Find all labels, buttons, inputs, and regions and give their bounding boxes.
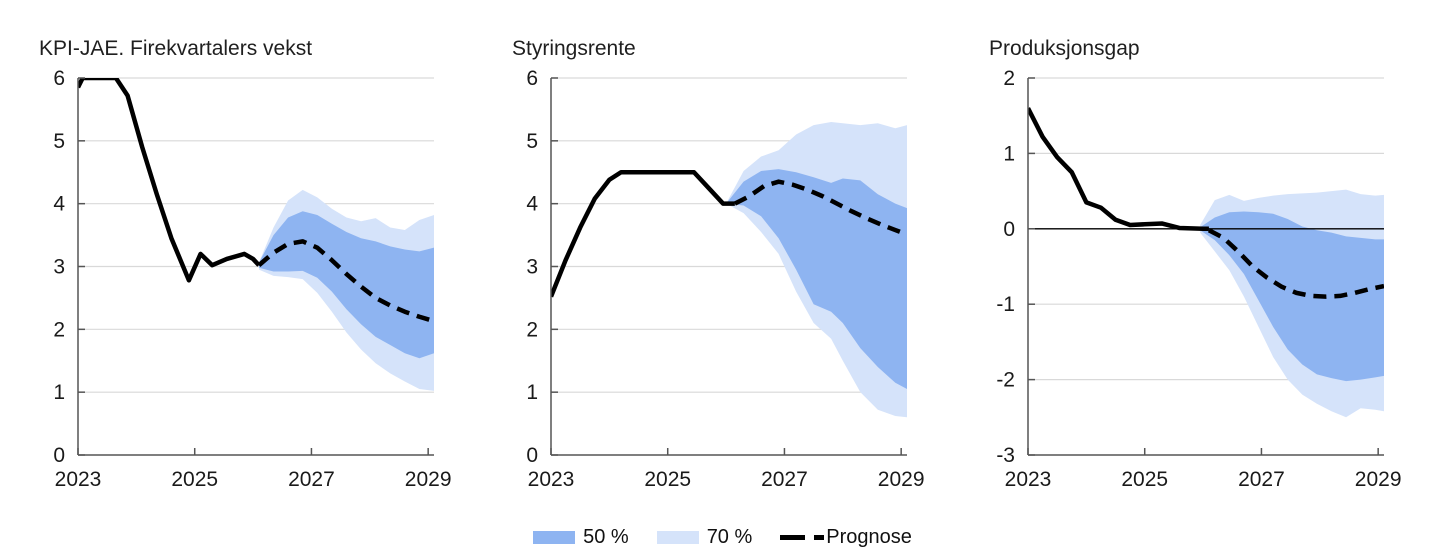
svg-text:5: 5 [526,130,538,153]
svg-text:6: 6 [53,67,65,90]
chart-produksjonsgap: Produksjonsgap -3 -2 -1 0 1 2 2023 2025 2027 2029 [950,0,1430,520]
svg-text:2029: 2029 [405,468,452,491]
svg-text:2025: 2025 [644,468,691,491]
svg-text:2023: 2023 [528,468,575,491]
svg-text:-2: -2 [996,369,1015,392]
svg-text:2029: 2029 [878,468,925,491]
svg-text:2: 2 [53,318,65,341]
chart-title-kpi-jae: KPI-JAE. Firekvartalers vekst [39,37,313,60]
svg-text:1: 1 [1003,142,1015,165]
svg-text:2029: 2029 [1355,468,1402,491]
svg-text:2025: 2025 [1121,468,1168,491]
svg-text:4: 4 [53,193,65,216]
chart-title-styringsrente: Styringsrente [512,37,636,60]
svg-text:1: 1 [526,381,538,404]
svg-text:3: 3 [53,256,65,279]
legend-item-70: 70 % [656,526,753,549]
svg-text:-3: -3 [996,444,1015,467]
svg-text:2027: 2027 [761,468,808,491]
svg-text:1: 1 [53,381,65,404]
svg-text:2: 2 [1003,67,1015,90]
fan-chart-kpi-jae: 0 1 2 3 4 5 6 2023 2025 2027 2029 [53,67,452,491]
chart-title-produksjonsgap: Produksjonsgap [989,37,1140,60]
svg-text:2025: 2025 [171,468,218,491]
svg-text:4: 4 [526,193,538,216]
fan-chart-styringsrente: 0 1 2 3 4 5 6 2023 2025 2027 2029 [526,67,925,491]
fan-chart-produksjonsgap: -3 -2 -1 0 1 2 2023 2025 2027 2029 [996,67,1402,491]
svg-text:-1: -1 [996,293,1015,316]
svg-text:0: 0 [1003,218,1015,241]
svg-text:2027: 2027 [288,468,335,491]
chart-kpi-jae: KPI-JAE. Firekvartalers vekst 0 1 2 3 4 5 6 202… [0,0,480,520]
legend-item-prognose: Prognose [780,526,912,549]
legend-swatch-70-icon [656,531,699,544]
svg-text:2: 2 [526,318,538,341]
svg-text:2027: 2027 [1238,468,1285,491]
prognose-dash-icon [780,535,806,540]
legend-item-50: 50 % [533,526,629,549]
svg-text:6: 6 [526,67,538,90]
legend: 50 % 70 % Prognose [0,526,1445,549]
legend-label-70: 70 % [706,526,753,548]
legend-swatch-50-icon [533,531,576,544]
chart-styringsrente: Styringsrente 0 1 2 3 4 5 6 2023 2025 2027 2029 [473,0,953,520]
svg-text:5: 5 [53,130,65,153]
svg-text:3: 3 [526,256,538,279]
svg-text:2023: 2023 [1005,468,1052,491]
prognose-dash-short-icon [814,535,825,540]
svg-text:0: 0 [526,444,538,467]
legend-label-prognose: Prognose [826,526,912,548]
legend-label-50: 50 % [583,526,629,548]
svg-text:0: 0 [53,444,65,467]
svg-text:2023: 2023 [55,468,102,491]
